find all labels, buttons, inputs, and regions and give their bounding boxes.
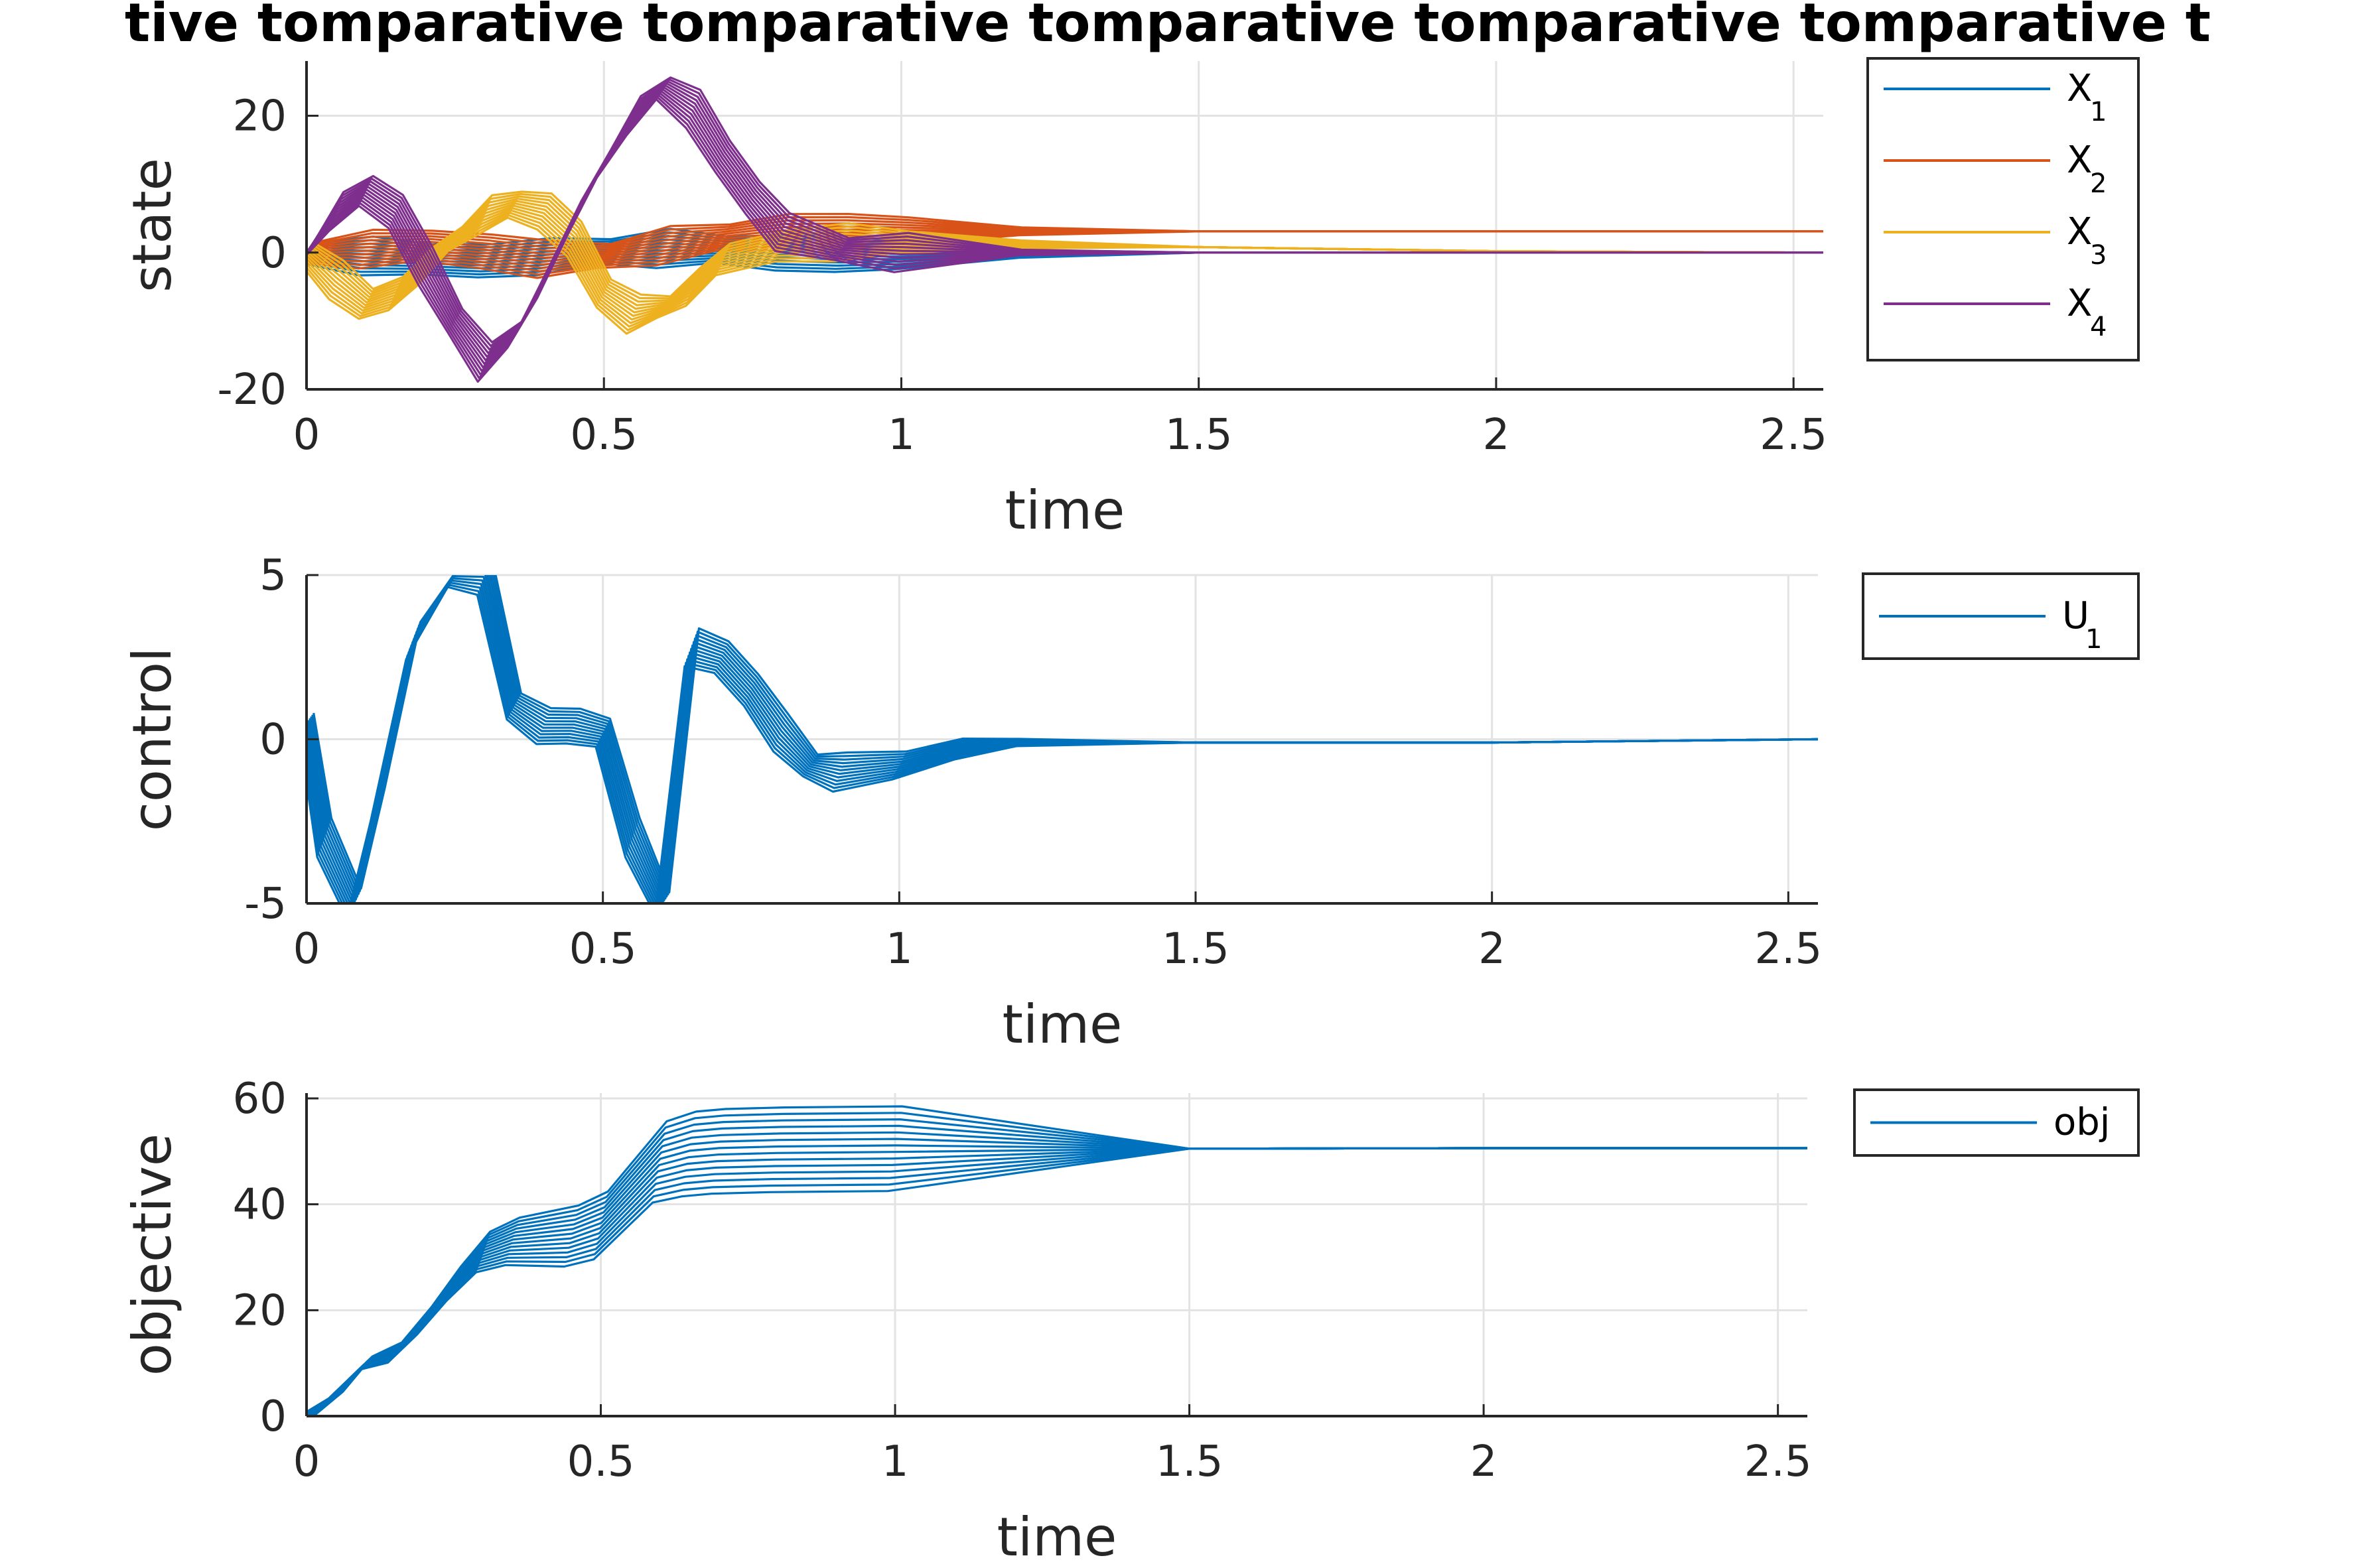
series-u1 xyxy=(307,575,1818,903)
y-tick-label: 40 xyxy=(233,1181,287,1230)
series-line xyxy=(307,88,1823,365)
series-line xyxy=(307,1147,1807,1416)
legend: obj xyxy=(1853,1088,2140,1157)
y-tick-label: 0 xyxy=(259,229,287,278)
x-tick-label: 2.5 xyxy=(1760,411,1827,460)
series-line xyxy=(311,575,1818,896)
series-line xyxy=(307,1147,1807,1415)
series-obj xyxy=(307,1105,1807,1416)
y-tick-label: 20 xyxy=(233,92,287,141)
x-tick-label: 2 xyxy=(1483,411,1510,460)
x-tick-label: 0 xyxy=(293,1437,320,1486)
series-line xyxy=(307,1144,1807,1416)
x-tick-label: 1 xyxy=(888,411,915,460)
series-line xyxy=(307,1147,1807,1416)
series-line xyxy=(310,575,1818,898)
legend-entry-label: X xyxy=(2067,67,2092,110)
series-line xyxy=(307,1147,1807,1415)
legend-box xyxy=(1866,57,2140,361)
series-line xyxy=(307,1147,1807,1414)
plot-objective: 0 0.5 1 1.5 2 2.5 0 20 40 60 time objective obj xyxy=(121,1075,2140,1568)
series-line xyxy=(307,584,1818,903)
x-tick-label: 1.5 xyxy=(1156,1437,1223,1486)
x-axis-label: time xyxy=(997,1506,1117,1568)
legend-entry-subscript: 4 xyxy=(2090,312,2107,342)
x-tick-label: 2.5 xyxy=(1744,1437,1812,1486)
legend-entry-subscript: 1 xyxy=(2085,624,2102,655)
x-tick-label: 0 xyxy=(293,925,320,974)
series-line xyxy=(307,586,1818,903)
series-line xyxy=(307,1147,1807,1416)
y-tick-label: -20 xyxy=(217,365,287,415)
x-tick-label: 0.5 xyxy=(569,925,637,974)
legend-entry-label: U xyxy=(2062,594,2089,637)
figure-title: tive tomparative tomparative tomparative… xyxy=(125,0,2211,54)
series-line xyxy=(307,1147,1807,1413)
series-line xyxy=(309,1131,1807,1416)
x-tick-label: 1.5 xyxy=(1165,411,1233,460)
series-line xyxy=(313,76,1823,344)
legend-entry-label: X xyxy=(2067,282,2092,325)
x-tick-label: 2 xyxy=(1478,925,1505,974)
series-line xyxy=(307,1138,1807,1416)
x-tick-label: 2 xyxy=(1470,1437,1497,1486)
series-x4 xyxy=(307,76,1823,383)
y-tick-label: 0 xyxy=(259,716,287,765)
x-tick-label: 1.5 xyxy=(1162,925,1229,974)
y-tick-label: -5 xyxy=(244,880,287,929)
x-axis-label: time xyxy=(1005,480,1125,541)
series-line xyxy=(313,213,1823,245)
x-tick-label: 1 xyxy=(882,1437,909,1486)
legend-entry-subscript: 3 xyxy=(2090,240,2107,271)
y-axis-label: state xyxy=(121,158,183,293)
y-tick-label: 60 xyxy=(233,1075,287,1124)
x-tick-label: 2.5 xyxy=(1754,925,1822,974)
series-line xyxy=(309,1124,1807,1416)
legend: U1 xyxy=(1862,572,2140,660)
legend-entry-label: obj xyxy=(2053,1101,2110,1144)
legend-entry-subscript: 1 xyxy=(2090,97,2107,127)
x-tick-label: 1 xyxy=(886,925,913,974)
legend-entry-label: X xyxy=(2067,139,2092,182)
legend-entry-subscript: 2 xyxy=(2090,168,2107,199)
series-line xyxy=(313,1105,1807,1416)
series-line xyxy=(307,581,1818,903)
y-axis-label: control xyxy=(121,647,183,831)
y-axis-label: objective xyxy=(121,1134,183,1376)
x-axis-label: time xyxy=(1003,994,1123,1055)
y-tick-label: 5 xyxy=(259,551,287,600)
x-tick-label: 0.5 xyxy=(567,1437,635,1486)
series-line xyxy=(313,575,1818,894)
x-tick-label: 0.5 xyxy=(570,411,638,460)
legend-entry-label: X xyxy=(2067,210,2092,253)
x-tick-label: 0 xyxy=(293,411,320,460)
y-tick-label: 20 xyxy=(233,1286,287,1335)
y-tick-label: 0 xyxy=(259,1392,287,1441)
